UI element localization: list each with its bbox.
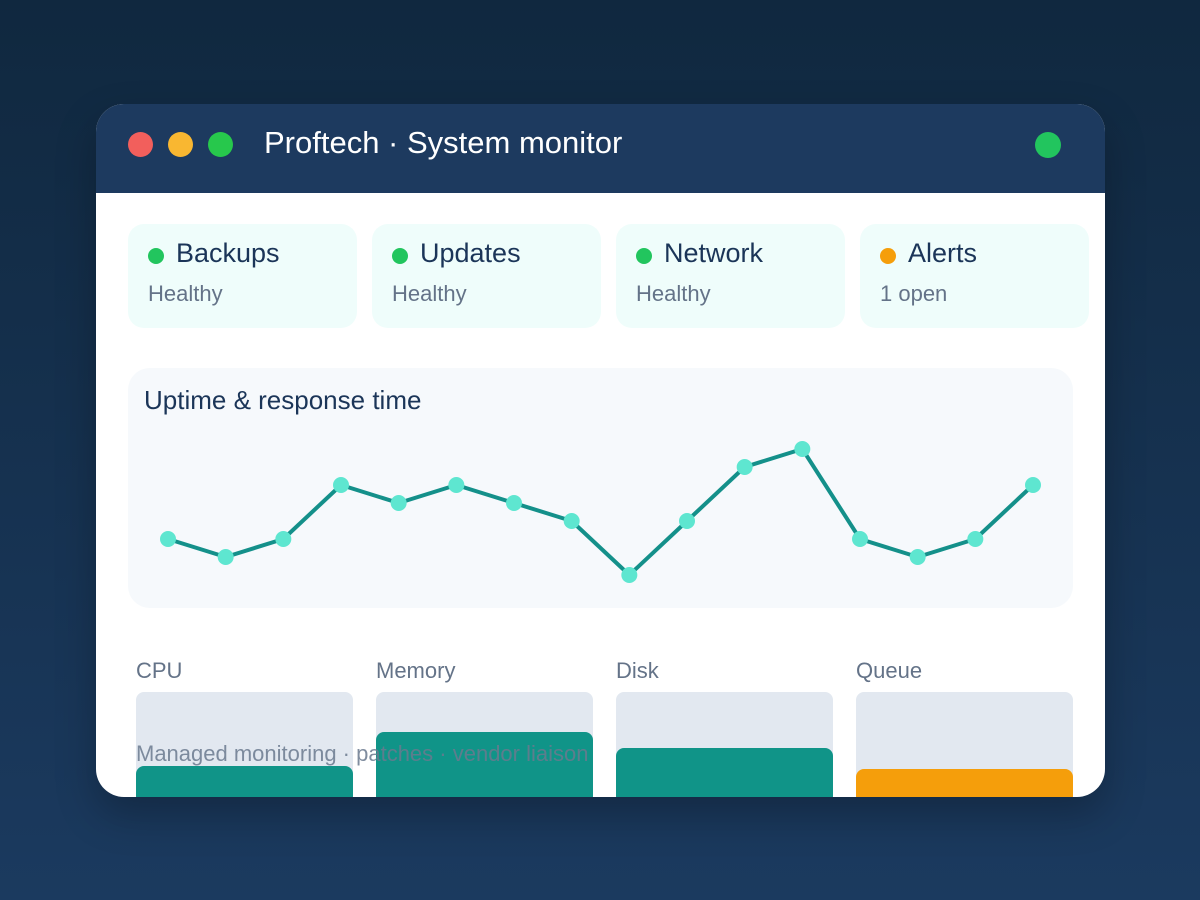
status-card-backups[interactable]: Backups Healthy: [128, 224, 357, 328]
data-point-10[interactable]: [736, 459, 753, 475]
data-point-6[interactable]: [506, 495, 522, 511]
meter-label: CPU: [136, 658, 183, 683]
data-point-2[interactable]: [275, 531, 292, 547]
data-point-7[interactable]: [563, 513, 580, 529]
data-point-15[interactable]: [1025, 477, 1041, 493]
window-title: Proftech · System monitor: [264, 125, 623, 160]
meter-fill: [616, 748, 833, 797]
status-card-name: Network: [664, 238, 764, 268]
resource-meters: CPU Memory Disk Queue: [136, 654, 1076, 797]
status-card-state: Healthy: [636, 281, 711, 306]
status-card-state: Healthy: [392, 281, 467, 306]
meter-track: [376, 692, 593, 797]
meter-fill: [376, 732, 593, 797]
data-point-12[interactable]: [852, 531, 868, 547]
meter-fill: [136, 765, 353, 797]
status-dot-icon: [392, 248, 408, 264]
status-card-updates[interactable]: Updates Healthy: [372, 224, 601, 328]
status-card-alerts[interactable]: Alerts 1 open: [860, 224, 1089, 328]
uptime-line-chart: [160, 441, 1041, 583]
footer-tagline: Managed monitoring · patches · vendor li…: [136, 741, 589, 766]
meter-track: [136, 692, 353, 797]
data-point-5[interactable]: [448, 477, 465, 493]
uptime-chart-panel: Uptime & response time: [128, 368, 1073, 608]
chart-title: Uptime & response time: [144, 385, 422, 415]
status-card-state: Healthy: [148, 281, 223, 306]
meter-label: Disk: [616, 658, 659, 683]
meter-label: Memory: [376, 658, 456, 683]
data-point-1[interactable]: [217, 549, 234, 565]
status-dot-icon: [148, 248, 164, 264]
status-card-name: Backups: [176, 238, 280, 268]
meter-track: [856, 692, 1073, 797]
status-dot-icon: [880, 248, 896, 264]
series-line: [166, 447, 1035, 577]
data-point-9[interactable]: [679, 513, 695, 529]
connection-status-icon: [1035, 132, 1061, 158]
data-point-13[interactable]: [909, 549, 926, 565]
app-window: Proftech · System monitor Backups Health…: [96, 104, 1105, 797]
status-card-name: Alerts: [908, 238, 978, 268]
minimize-window-button[interactable]: [168, 132, 193, 157]
meter-track: [616, 692, 833, 797]
data-point-3[interactable]: [333, 477, 349, 493]
close-window-button[interactable]: [128, 132, 153, 157]
meter-fill: [856, 769, 1073, 797]
status-card-name: Updates: [420, 238, 521, 268]
data-point-11[interactable]: [794, 441, 811, 457]
data-point-4[interactable]: [390, 495, 407, 511]
maximize-window-button[interactable]: [208, 132, 233, 157]
status-dot-icon: [636, 248, 652, 264]
data-point-14[interactable]: [967, 531, 984, 547]
status-card-network[interactable]: Network Healthy: [616, 224, 845, 328]
meter-label: Queue: [856, 658, 923, 683]
status-card-state: 1 open: [880, 281, 948, 306]
title-bar: Proftech · System monitor: [96, 104, 1105, 193]
data-point-0[interactable]: [160, 531, 176, 547]
data-point-8[interactable]: [621, 567, 638, 583]
status-cards: Backups Healthy Updates Healthy Network …: [128, 224, 1090, 328]
